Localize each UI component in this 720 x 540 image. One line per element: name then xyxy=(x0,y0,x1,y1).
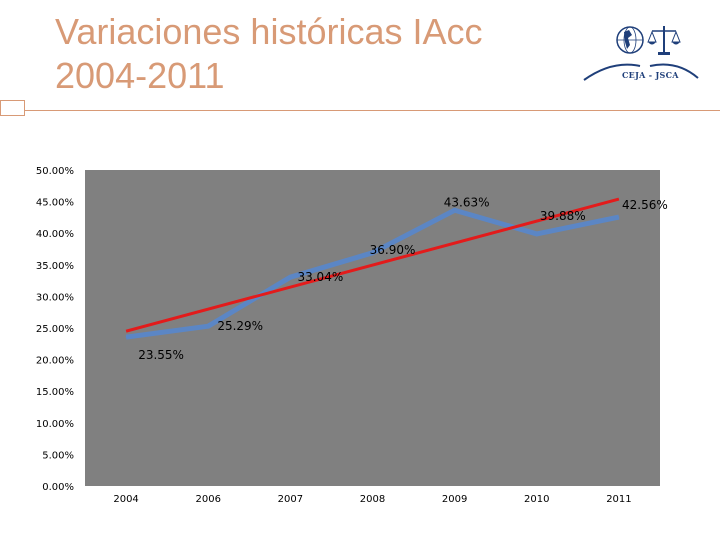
y-tick-label: 15.00% xyxy=(36,387,74,398)
globe-icon xyxy=(616,26,644,54)
data-point xyxy=(454,209,456,211)
data-point xyxy=(536,233,538,235)
y-tick-label: 30.00% xyxy=(36,292,74,303)
x-tick-label: 2010 xyxy=(524,494,549,505)
data-label: 36.90% xyxy=(370,243,416,257)
x-tick-label: 2007 xyxy=(278,494,303,505)
data-label: 39.88% xyxy=(540,209,586,223)
data-label: 42.56% xyxy=(622,198,668,212)
title-accent-box xyxy=(0,100,25,116)
y-tick-label: 25.00% xyxy=(36,324,74,335)
data-point xyxy=(207,325,209,327)
x-tick-label: 2009 xyxy=(442,494,467,505)
slide-title-line-1: Variaciones históricas IAcc xyxy=(55,11,483,52)
y-tick-label: 40.00% xyxy=(36,229,74,240)
y-tick-label: 50.00% xyxy=(36,166,74,177)
logo-text: CEJA - JSCA xyxy=(622,70,679,80)
ceja-jsca-logo xyxy=(583,26,699,81)
data-label: 23.55% xyxy=(138,348,184,362)
y-tick-label: 35.00% xyxy=(36,261,74,272)
scales-of-justice-icon xyxy=(647,26,681,55)
data-label: 25.29% xyxy=(217,319,263,333)
y-tick-label: 20.00% xyxy=(36,356,74,367)
x-axis-ticks: 2004 2006 2007 2008 2009 2010 2011 xyxy=(113,494,631,505)
data-label: 43.63% xyxy=(444,195,490,209)
y-axis-ticks: 50.00% 45.00% 40.00% 35.00% 30.00% 25.00% 20.0… xyxy=(36,166,74,493)
y-tick-label: 45.00% xyxy=(36,198,74,209)
trend-line xyxy=(125,197,620,333)
data-point xyxy=(289,276,291,278)
x-tick-label: 2006 xyxy=(195,494,220,505)
data-point xyxy=(125,336,127,338)
y-tick-label: 10.00% xyxy=(36,419,74,430)
data-label: 33.04% xyxy=(297,270,343,284)
y-tick-label: 5.00% xyxy=(42,450,74,461)
slide-title-line-2: 2004-2011 xyxy=(55,55,225,96)
data-labels: 23.55% 25.29% 33.04% 36.90% 43.63% 39.88% 42.5… xyxy=(138,195,668,362)
slide-title: Variaciones históricas IAcc 2004-2011 xyxy=(55,10,483,98)
x-tick-label: 2008 xyxy=(360,494,385,505)
x-tick-label: 2011 xyxy=(606,494,631,505)
title-accent-rule xyxy=(25,110,720,111)
data-point xyxy=(372,252,373,254)
y-tick-label: 0.00% xyxy=(42,482,74,493)
series-points xyxy=(125,209,620,338)
chart: 50.00% 45.00% 40.00% 35.00% 30.00% 25.00% 20.0… xyxy=(36,166,668,505)
x-tick-label: 2004 xyxy=(113,494,138,505)
data-point xyxy=(618,216,620,218)
